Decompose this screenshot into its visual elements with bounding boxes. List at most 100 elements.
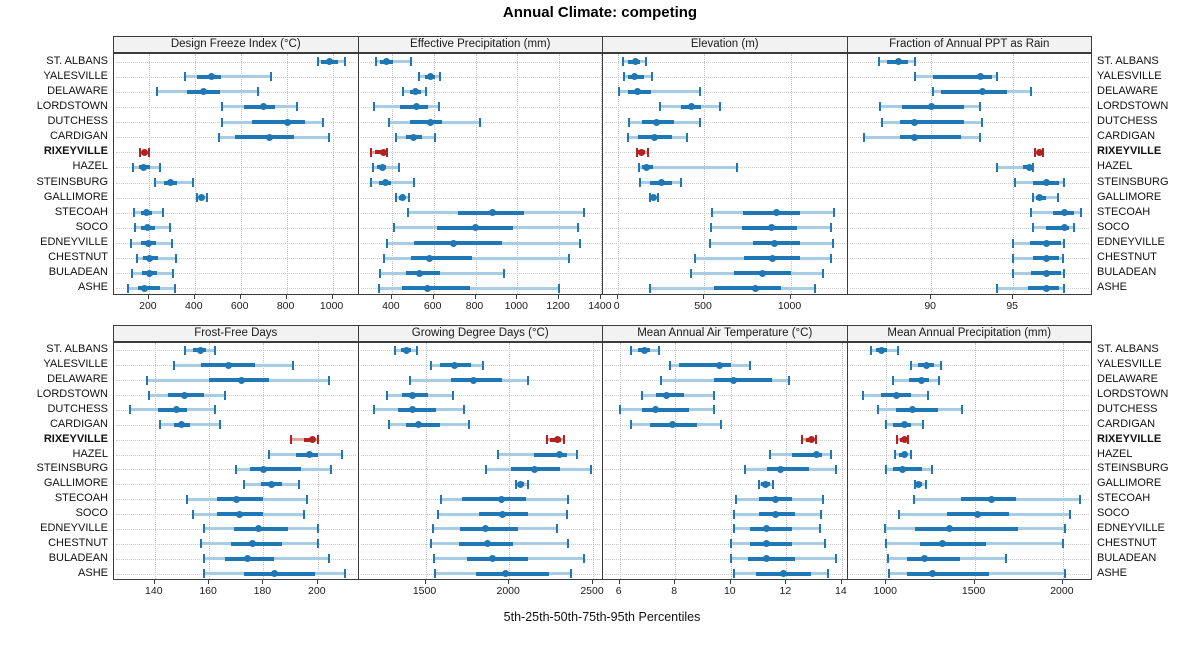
whisker-cap-95th <box>482 360 485 370</box>
median-dot <box>173 406 180 414</box>
whisker-cap-95th <box>316 539 319 549</box>
whisker-cap-5th <box>392 223 395 233</box>
grid-line-horizontal <box>605 558 845 560</box>
whisker-cap-5th <box>235 464 238 474</box>
interquartile-bar-25-75 <box>401 286 471 291</box>
whisker-cap-95th <box>981 117 984 127</box>
panel <box>113 342 359 580</box>
whisker-cap-5th <box>395 132 398 142</box>
whisker-cap-95th <box>713 405 716 415</box>
grid-line-vertical <box>194 54 196 294</box>
axis-tick-label: 6 <box>615 585 622 597</box>
whisker-cap-5th <box>1012 238 1015 248</box>
whisker-cap-5th <box>636 147 638 157</box>
grid-line-horizontal <box>605 469 845 471</box>
site-label-right: BULADEAN <box>1097 551 1157 564</box>
axis-tick <box>239 295 241 299</box>
whisker-cap-5th <box>145 375 148 385</box>
whisker-cap-95th <box>938 375 941 385</box>
site-label-right: ST. ALBANS <box>1097 54 1159 67</box>
whisker-cap-5th <box>387 420 390 430</box>
grid-line-horizontal <box>605 106 845 108</box>
percentile-range-5-95 <box>619 90 701 94</box>
grid-line-horizontal <box>360 76 600 78</box>
axis-tick-label: 140 <box>145 585 163 597</box>
median-dot <box>382 179 389 187</box>
whisker-cap-95th <box>566 494 569 504</box>
median-dot <box>402 346 410 354</box>
axis-tick-label: 1200 <box>546 300 570 312</box>
whisker-cap-95th <box>434 132 437 142</box>
whisker-cap-5th <box>877 405 880 415</box>
whisker-cap-5th <box>131 268 134 278</box>
interquartile-bar-25-75 <box>397 407 437 412</box>
site-label-right: HAZEL <box>1097 160 1133 173</box>
grid-line-horizontal <box>360 469 600 471</box>
whisker-cap-5th <box>432 524 434 534</box>
whisker-cap-95th <box>463 405 465 415</box>
grid-line-horizontal <box>849 243 1089 245</box>
axis-tick <box>618 580 620 584</box>
whisker-cap-5th <box>618 405 621 415</box>
whisker-cap-95th <box>224 390 227 400</box>
site-label-right: ASHE <box>1097 281 1127 294</box>
axis-tick-label: 2500 <box>580 585 604 597</box>
site-label-left: STECOAH <box>54 492 108 505</box>
whisker-cap-95th <box>940 360 943 370</box>
whisker-cap-95th <box>1063 283 1066 293</box>
whisker-cap-95th <box>657 345 660 355</box>
whisker-cap-5th <box>732 509 735 519</box>
axis-tick-label: 2000 <box>496 585 520 597</box>
interquartile-bar-25-75 <box>249 467 302 472</box>
axis-tick <box>285 295 287 299</box>
whisker-cap-95th <box>303 509 306 519</box>
whisker-cap-5th <box>931 87 934 97</box>
whisker-cap-95th <box>925 479 928 489</box>
grid-line-horizontal <box>849 409 1089 411</box>
whisker-cap-5th <box>629 345 632 355</box>
grid-line-horizontal <box>360 454 600 456</box>
grid-line-horizontal <box>116 61 356 63</box>
site-label-left: ASHE <box>78 281 108 294</box>
whisker-cap-5th <box>243 479 246 489</box>
grid-line-horizontal <box>116 409 356 411</box>
median-dot <box>1042 269 1050 277</box>
whisker-cap-5th <box>133 208 135 218</box>
grid-line-horizontal <box>605 197 845 199</box>
panel <box>846 53 1092 295</box>
site-label-right: RIXEYVILLE <box>1097 145 1162 158</box>
grid-line-horizontal <box>849 454 1089 456</box>
grid-line-horizontal <box>360 350 600 352</box>
median-dot <box>499 510 506 518</box>
interquartile-bar-25-75 <box>138 286 160 291</box>
whisker-cap-95th <box>820 509 823 519</box>
grid-line-horizontal <box>849 365 1089 367</box>
median-dot <box>973 510 981 518</box>
median-dot <box>807 436 815 444</box>
whisker-cap-5th <box>884 539 887 549</box>
whisker-cap-95th <box>699 117 702 127</box>
whisker-cap-5th <box>370 147 372 157</box>
interquartile-bar-25-75 <box>409 120 443 125</box>
whisker-cap-95th <box>788 375 791 385</box>
axis-tick-label: 1000 <box>504 300 528 312</box>
grid-line-horizontal <box>116 350 356 352</box>
site-label-left: GALLIMORE <box>43 477 108 490</box>
median-dot <box>909 406 917 414</box>
whisker-cap-95th <box>269 72 272 82</box>
whisker-cap-95th <box>398 162 401 172</box>
whisker-cap-5th <box>895 435 898 445</box>
whisker-cap-95th <box>341 450 344 460</box>
median-dot <box>898 465 906 473</box>
panel-strip: Elevation (m) <box>602 36 848 53</box>
median-dot <box>650 194 658 202</box>
whisker-cap-5th <box>385 238 388 248</box>
whisker-cap-95th <box>821 494 824 504</box>
median-dot <box>1042 179 1050 187</box>
median-dot <box>634 88 642 96</box>
whisker-cap-95th <box>174 253 177 263</box>
grid-line-horizontal <box>360 197 600 199</box>
whisker-cap-95th <box>813 283 816 293</box>
whisker-cap-95th <box>555 524 558 534</box>
whisker-cap-5th <box>156 87 159 97</box>
